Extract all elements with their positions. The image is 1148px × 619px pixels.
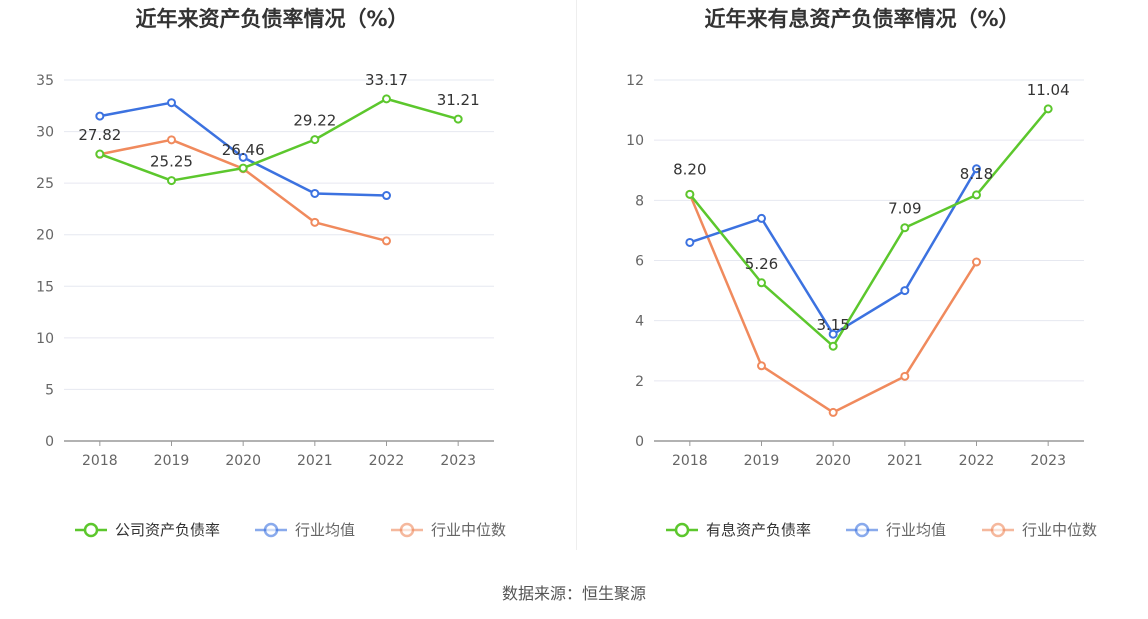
y-tick-label: 35: [36, 73, 54, 89]
data-label: 8.18: [960, 165, 993, 183]
data-point-company: [382, 94, 391, 104]
y-tick-label: 15: [36, 279, 54, 295]
x-tick-label: 2020: [815, 453, 851, 469]
data-label: 5.26: [745, 255, 778, 273]
y-tick-label: 0: [635, 434, 644, 450]
y-tick-label: 0: [45, 434, 54, 450]
legend-marker-avg: [263, 522, 279, 538]
data-point-company: [685, 189, 695, 199]
data-point-company: [167, 176, 176, 186]
data-point-company: [828, 341, 838, 351]
data-point-median: [757, 361, 766, 371]
data-point-company: [453, 114, 463, 124]
y-tick-label: 20: [36, 228, 54, 244]
legend-label-avg: 行业均值: [886, 521, 946, 539]
data-point-median: [972, 257, 981, 267]
x-tick-label: 2018: [672, 453, 708, 469]
data-point-avg: [95, 111, 105, 121]
data-point-avg: [972, 164, 981, 174]
data-point-avg: [382, 191, 391, 201]
y-tick-label: 25: [36, 176, 54, 192]
panel-divider: [576, 0, 577, 550]
y-tick-label: 5: [45, 382, 54, 398]
series-line-avg: [689, 168, 978, 336]
data-point-avg: [900, 286, 910, 296]
y-tick-label: 2: [635, 374, 644, 390]
x-tick-label: 2021: [887, 453, 923, 469]
data-label: 26.46: [222, 141, 265, 159]
data-point-company: [900, 223, 910, 233]
legend-label-company: 公司资产负债率: [115, 521, 220, 539]
data-point-median: [900, 371, 910, 381]
data-point-company: [238, 163, 248, 173]
data-label: 8.20: [673, 160, 706, 178]
data-label: 31.21: [437, 91, 480, 109]
legend-marker-company: [674, 522, 690, 538]
data-point-avg: [828, 329, 838, 339]
data-point-median: [828, 407, 838, 417]
legend-label-median: 行业中位数: [431, 521, 506, 539]
data-point-avg: [167, 98, 176, 108]
x-tick-label: 2019: [744, 453, 780, 469]
data-point-median: [167, 135, 176, 145]
chart-panel-1: 近年来资产负债率情况（%） 0 5 10 15 20 25 30 35 2018 2019 2020 2…: [36, 7, 506, 539]
data-label: 11.04: [1027, 81, 1070, 99]
x-tick-label: 2022: [369, 453, 405, 469]
data-point-avg: [757, 213, 766, 223]
chart-title: 近年来资产负债率情况（%）: [135, 7, 408, 31]
data-label: 25.25: [150, 153, 193, 171]
x-tick-label: 2019: [154, 453, 190, 469]
data-label: 29.22: [293, 112, 336, 130]
data-point-avg: [238, 152, 248, 162]
data-point-avg: [685, 237, 695, 247]
legend-marker-avg: [854, 522, 870, 538]
data-label: 27.82: [78, 126, 121, 144]
legend-marker-median: [399, 522, 415, 538]
data-label: 33.17: [365, 71, 408, 89]
series-line-company: [688, 108, 1050, 348]
data-source-label: 数据来源：恒生聚源: [501, 584, 646, 603]
y-tick-label: 30: [36, 125, 54, 141]
legend-label-avg: 行业均值: [295, 521, 355, 539]
chart-title: 近年来有息资产负债率情况（%）: [704, 7, 1019, 31]
y-tick-label: 10: [626, 133, 644, 149]
data-point-median: [310, 217, 320, 227]
chart-panel-2: 近年来有息资产负债率情况（%） 0 2 4 6 8 10 12 2018 2019 2020 2021…: [626, 7, 1097, 539]
data-point-median: [382, 236, 391, 246]
data-point-company: [95, 149, 105, 159]
y-tick-label: 8: [635, 193, 644, 209]
data-point-company: [1043, 104, 1053, 114]
y-tick-label: 10: [36, 331, 54, 347]
legend-marker-company: [83, 522, 99, 538]
data-label: 3.15: [816, 316, 849, 334]
x-tick-label: 2022: [959, 453, 995, 469]
y-tick-label: 4: [635, 314, 644, 330]
data-point-avg: [310, 188, 320, 198]
x-tick-label: 2018: [82, 453, 118, 469]
x-tick-label: 2023: [440, 453, 476, 469]
y-tick-label: 6: [635, 254, 644, 270]
data-point-company: [757, 278, 766, 288]
x-tick-label: 2020: [225, 453, 261, 469]
data-point-company: [972, 190, 981, 200]
x-tick-label: 2023: [1030, 453, 1066, 469]
series-line-company: [99, 97, 459, 182]
legend-label-median: 行业中位数: [1022, 521, 1097, 539]
y-tick-label: 12: [626, 73, 644, 89]
legend-marker-median: [990, 522, 1006, 538]
x-tick-label: 2021: [297, 453, 333, 469]
data-label: 7.09: [888, 200, 921, 218]
legend-label-company: 有息资产负债率: [706, 521, 811, 539]
data-point-company: [310, 135, 320, 145]
